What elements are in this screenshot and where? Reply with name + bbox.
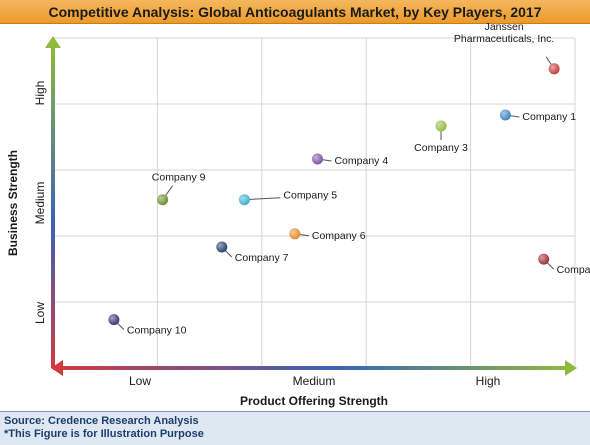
data-point-highlight xyxy=(548,63,560,75)
footer-note: *This Figure is for Illustration Purpose xyxy=(4,428,204,440)
data-point-highlight xyxy=(289,228,301,240)
data-point-highlight xyxy=(216,241,228,253)
data-label: Company 3 xyxy=(414,142,468,154)
data-point-group: Company 1 xyxy=(499,109,576,123)
x-tick-label: Medium xyxy=(293,374,336,388)
footer: Source: Credence Research Analysis *This… xyxy=(0,411,590,445)
data-label: Company 6 xyxy=(312,230,366,242)
data-point-group: Company 10 xyxy=(108,314,187,337)
data-point-group: Company 4 xyxy=(311,153,388,167)
data-point-group: Company 6 xyxy=(289,228,366,242)
x-axis-arrowhead xyxy=(565,360,577,376)
grid xyxy=(53,37,576,368)
data-label: Company 1 xyxy=(522,111,576,123)
x-axis-title: Product Offering Strength xyxy=(240,394,388,408)
footer-source: Source: Credence Research Analysis xyxy=(4,415,199,427)
y-axis-line xyxy=(51,46,55,368)
tick-labels: Low Medium High Low Medium High xyxy=(33,81,500,388)
data-point-highlight xyxy=(108,314,120,326)
data-point-highlight xyxy=(538,253,550,265)
chart-plot: Low Medium High Low Medium High Product Offer… xyxy=(6,23,590,408)
y-axis-title: Business Strength xyxy=(6,150,20,256)
axis-titles: Product Offering Strength Business Streng… xyxy=(6,150,388,408)
y-tick-label: Low xyxy=(33,302,47,324)
data-point-group: Company 3 xyxy=(414,120,468,154)
chart-title: Competitive Analysis: Global Anticoagula… xyxy=(48,3,542,20)
x-axis-line xyxy=(53,366,567,370)
y-axis-arrowhead xyxy=(45,36,61,48)
data-point-group: Company 8 xyxy=(538,253,590,276)
x-tick-label: Low xyxy=(129,374,151,388)
data-point-highlight xyxy=(435,120,447,132)
y-tick-label: High xyxy=(33,81,47,106)
data-label: Company 7 xyxy=(235,252,289,264)
title-bar: Competitive Analysis: Global Anticoagula… xyxy=(0,0,590,24)
data-label: Company 8 xyxy=(557,264,590,276)
x-tick-label: High xyxy=(476,374,501,388)
data-label: Company 9 xyxy=(152,172,206,184)
data-points: Janssen Pharmaceuticals, Inc. Company 1 Com… xyxy=(108,23,590,337)
data-point-group: Company 7 xyxy=(216,241,289,264)
leader-line xyxy=(244,197,281,201)
y-tick-label: Medium xyxy=(33,182,47,225)
data-point-highlight xyxy=(499,109,511,121)
data-point-highlight xyxy=(157,194,169,206)
data-point-group: Company 5 xyxy=(238,190,337,206)
data-label: Company 5 xyxy=(283,190,337,202)
axes xyxy=(45,36,577,376)
data-label: Company 4 xyxy=(334,155,388,167)
x-axis-arrowtail xyxy=(51,360,63,376)
data-point-group: Janssen Pharmaceuticals, Inc. xyxy=(454,23,560,75)
data-point-highlight xyxy=(311,153,323,165)
data-point-group: Company 9 xyxy=(152,172,206,206)
data-label: Company 10 xyxy=(127,325,187,337)
data-label: Janssen Pharmaceuticals, Inc. xyxy=(454,23,554,45)
data-point-highlight xyxy=(238,194,250,206)
